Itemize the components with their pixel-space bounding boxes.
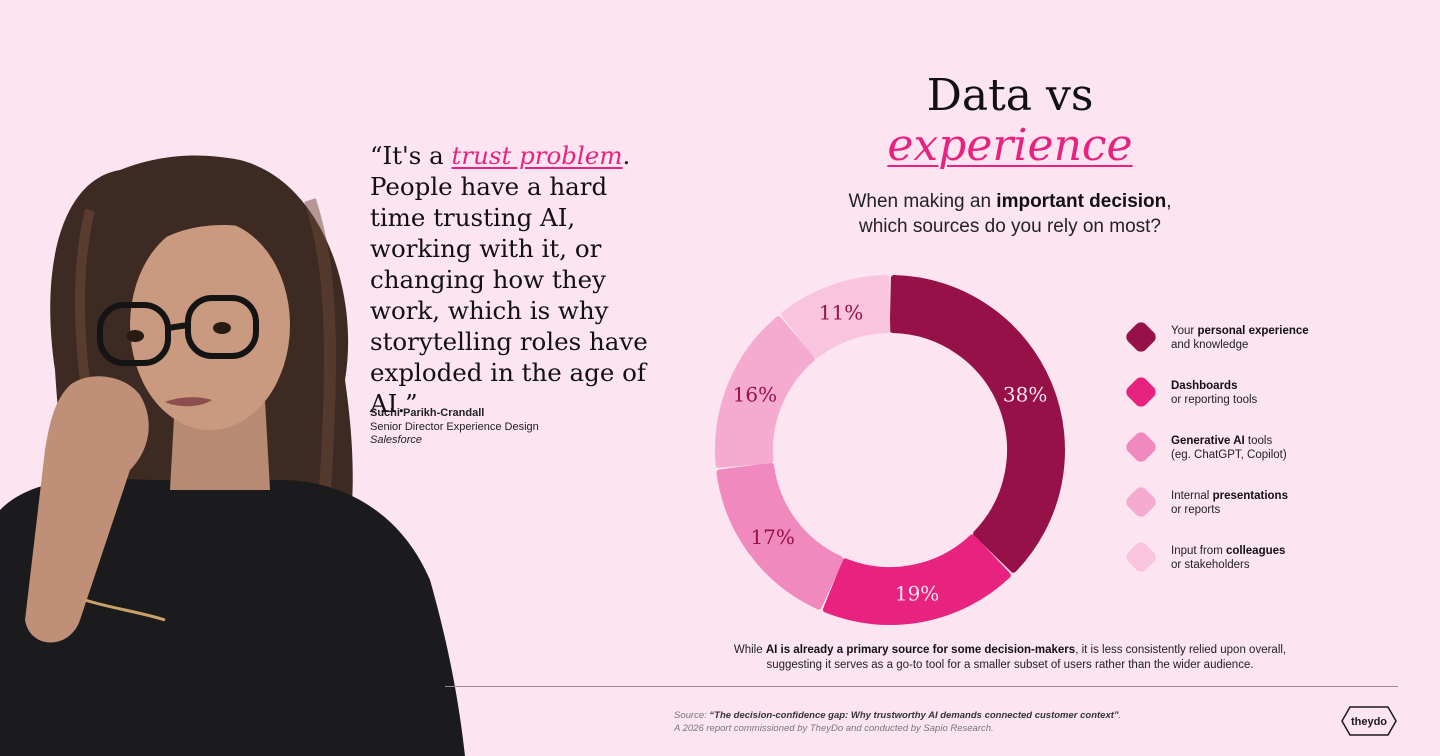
donut-chart: 38% 19% 17% 16% 11% <box>715 275 1065 625</box>
donut-slice <box>716 462 844 610</box>
legend-item: Your personal experience and knowledge <box>1123 319 1424 360</box>
face <box>130 220 290 430</box>
legend-item: Input from colleagues or stakeholders <box>1123 539 1424 580</box>
slice-label: 19% <box>895 581 939 605</box>
legend-item: Dashboards or reporting tools <box>1123 374 1424 415</box>
donut-slice <box>715 316 816 468</box>
source-post: . <box>1118 710 1122 721</box>
legend-text: Generative AI tools (eg. ChatGPT, Copilot… <box>1171 434 1287 462</box>
quote-emphasis: trust problem <box>451 141 623 170</box>
slice-label: 17% <box>750 525 794 549</box>
hand <box>25 376 149 643</box>
legend-bold: personal experience <box>1197 325 1309 337</box>
slice-label: 16% <box>733 383 777 407</box>
divider <box>445 686 1398 687</box>
quote-open: “It's a <box>370 141 452 170</box>
quote-rest: . People have a hard time trusting AI, w… <box>370 141 648 418</box>
attribution-name: Suchi Parikh-Crandall <box>370 407 485 419</box>
quote-attribution: Suchi Parikh-Crandall Senior Director Ex… <box>370 407 539 448</box>
donut-slice <box>822 534 1011 625</box>
survey-question: When making an important decision, which… <box>780 189 1240 239</box>
legend-bold: Dashboards <box>1171 380 1238 392</box>
chart-title-line2: experience <box>887 120 1133 171</box>
chart-insight: While AI is already a primary source for… <box>720 643 1300 673</box>
chart-title-line1: Data vs <box>926 70 1094 121</box>
legend-line2: (eg. ChatGPT, Copilot) <box>1171 449 1287 461</box>
legend-swatch <box>1123 374 1159 410</box>
attribution-role: Senior Director Experience Design <box>370 420 539 433</box>
question-post: , <box>1166 191 1172 212</box>
attribution-company: Salesforce <box>370 434 422 446</box>
source-title: “The decision-confidence gap: Why trustw… <box>709 710 1119 721</box>
legend-text: Dashboards or reporting tools <box>1171 379 1257 407</box>
legend-bold: colleagues <box>1225 545 1286 557</box>
donut-slice <box>889 275 1065 573</box>
theydo-logo[interactable]: theydo <box>1340 705 1398 737</box>
legend-swatch <box>1123 484 1159 520</box>
legend-line2: or reporting tools <box>1171 394 1258 406</box>
source-line2: A 2026 report commissioned by TheyDo and… <box>674 723 994 734</box>
legend-line2: and knowledge <box>1171 339 1249 351</box>
legend-bold: presentations <box>1212 490 1288 502</box>
legend-swatch <box>1123 429 1159 465</box>
legend-line2: or reports <box>1171 504 1221 516</box>
insight-post: , it is less consistently relied upon ov… <box>766 644 1287 671</box>
legend-swatch <box>1123 319 1159 355</box>
legend-text: Internal presentations or reports <box>1171 489 1288 517</box>
portrait-photo <box>0 155 465 756</box>
logo-text: theydo <box>1351 716 1387 728</box>
question-pre: When making an <box>848 191 997 212</box>
source-citation: Source: “The decision-confidence gap: Wh… <box>674 709 1121 735</box>
insight-bold: AI is already a primary source for some … <box>765 644 1076 656</box>
jacket <box>0 478 465 756</box>
testimonial-quote: “It's a trust problem. People have a har… <box>370 140 670 419</box>
legend-line2: or stakeholders <box>1171 559 1250 571</box>
legend-pre: Your <box>1171 325 1198 337</box>
legend-swatch <box>1123 539 1159 575</box>
legend-pre: Input from <box>1171 545 1226 557</box>
question-bold: important decision <box>996 191 1167 212</box>
glasses <box>97 295 259 366</box>
slice-label: 11% <box>819 300 863 324</box>
legend-pre: Internal <box>1171 490 1213 502</box>
donut-slice <box>781 275 891 359</box>
slice-label: 38% <box>1003 383 1047 407</box>
legend-bold: Generative AI <box>1171 435 1245 447</box>
source-pre: Source: <box>674 710 710 721</box>
legend-item: Generative AI tools (eg. ChatGPT, Copilot… <box>1123 429 1424 470</box>
legend-text: Input from colleagues or stakeholders <box>1171 544 1285 572</box>
insight-pre: While <box>733 644 766 656</box>
legend-item: Internal presentations or reports <box>1123 484 1424 525</box>
legend-text: Your personal experience and knowledge <box>1171 324 1309 352</box>
question-line2: which sources do you rely on most? <box>858 216 1162 237</box>
legend-post: tools <box>1244 435 1273 447</box>
